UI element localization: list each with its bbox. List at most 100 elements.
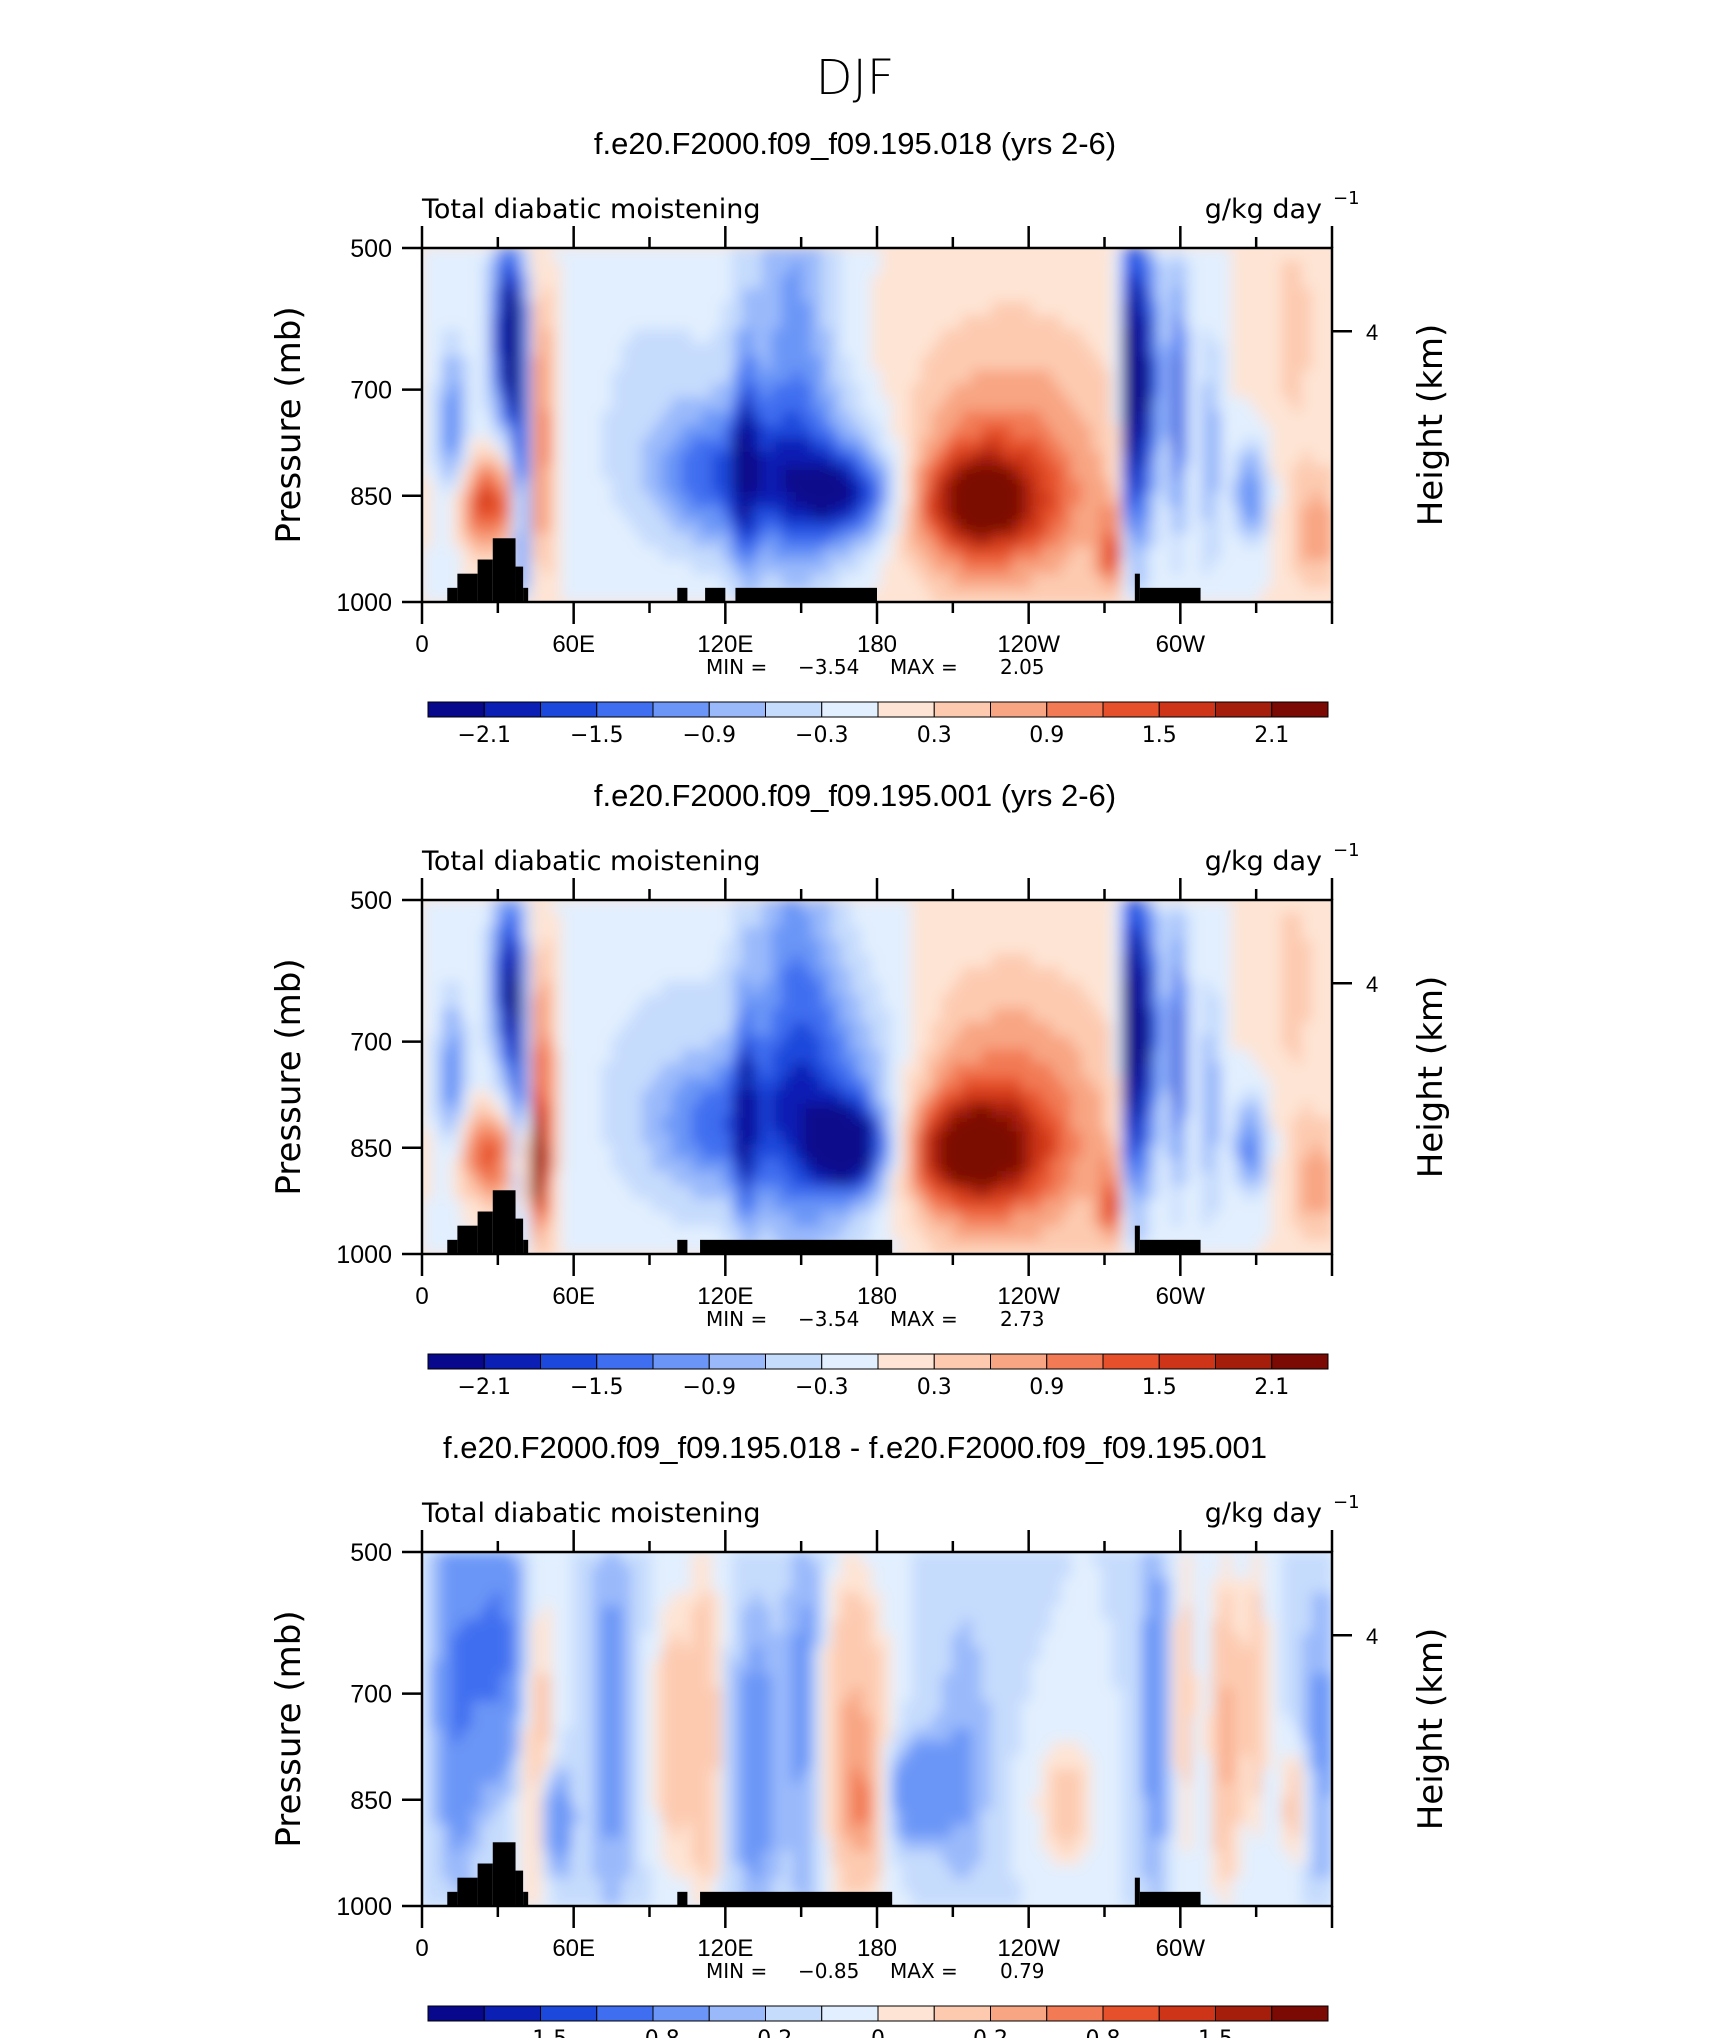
field-cell (1101, 438, 1113, 453)
field-cell (1121, 560, 1133, 576)
field-cell (641, 900, 653, 915)
field-cell (561, 1062, 573, 1078)
field-cell (471, 519, 483, 535)
field-cell (621, 547, 633, 562)
field-cell (431, 1891, 443, 1906)
field-cell (671, 953, 683, 969)
field-cell (431, 1796, 443, 1812)
field-cell (1121, 1185, 1133, 1201)
field-cell (1321, 356, 1332, 372)
field-cell (1151, 1199, 1163, 1214)
field-cell (1171, 329, 1183, 344)
field-cell (481, 356, 493, 372)
field-cell (1011, 492, 1023, 508)
field-cell (1051, 574, 1063, 589)
field-cell (611, 533, 623, 549)
field-cell (641, 913, 653, 928)
field-cell (761, 1144, 773, 1160)
field-cell (991, 465, 1003, 480)
field-cell (611, 438, 623, 453)
colorbar-label: −2.1 (458, 1375, 511, 1400)
field-cell (1001, 1171, 1013, 1187)
field-cell (1281, 1158, 1293, 1173)
field-cell (1051, 288, 1063, 303)
field-cell (1251, 383, 1263, 399)
field-cell (821, 492, 833, 508)
field-cell (571, 1226, 583, 1241)
field-cell (1271, 1062, 1283, 1078)
field-cell (721, 465, 733, 480)
field-cell (741, 981, 753, 996)
field-cell (481, 1158, 493, 1173)
x-tick-label: 60E (552, 631, 595, 658)
field-cell (451, 506, 463, 521)
field-cell (1301, 994, 1313, 1010)
field-cell (1201, 315, 1213, 331)
field-cell (961, 1090, 973, 1105)
field-cell (881, 1035, 893, 1051)
field-cell (1211, 248, 1223, 263)
max-label: MAX = (890, 655, 958, 679)
field-cell (861, 547, 873, 562)
field-cell (961, 465, 973, 480)
field-cell (501, 1158, 513, 1173)
field-cell (601, 1185, 613, 1201)
field-cell (861, 1076, 873, 1092)
field-cell (1251, 397, 1263, 412)
field-cell (441, 1103, 453, 1119)
field-cell (781, 492, 793, 508)
field-cell (571, 967, 583, 983)
field-cell (921, 465, 933, 480)
field-cell (1091, 492, 1103, 508)
field-cell (422, 370, 433, 385)
field-cell (451, 1130, 463, 1146)
field-cell (581, 1199, 593, 1214)
field-cell (721, 274, 733, 290)
field-cell (531, 519, 543, 535)
field-cell (571, 274, 583, 290)
field-cell (801, 315, 813, 331)
field-cell (581, 1144, 593, 1160)
field-cell (1031, 1239, 1043, 1254)
field-cell (451, 465, 463, 480)
field-cell (671, 315, 683, 331)
field-cell (651, 1171, 663, 1187)
field-cell (591, 383, 603, 399)
field-cell (1271, 315, 1283, 331)
colorbar-label: −2.1 (458, 723, 511, 748)
field-cell (1271, 465, 1283, 480)
field-cell (431, 1158, 443, 1173)
field-cell (461, 1130, 473, 1146)
field-cell (611, 1239, 623, 1254)
field-cell (1251, 1035, 1263, 1051)
field-cell (811, 478, 823, 494)
field-cell (1221, 587, 1233, 602)
field-cell (1011, 370, 1023, 385)
field-cell (581, 383, 593, 399)
field-cell (641, 1076, 653, 1092)
field-cell (841, 478, 853, 494)
field-cell (591, 519, 603, 535)
field-cell (761, 1008, 773, 1024)
field-cell (521, 1185, 533, 1201)
field-cell (1271, 451, 1283, 467)
field-cell (711, 1226, 723, 1241)
field-cell (1191, 1035, 1203, 1051)
field-cell (941, 1212, 953, 1228)
field-cell (611, 1049, 623, 1064)
field-cell (1171, 560, 1183, 576)
panel-1: f.e20.F2000.f09_f09.195.018 (yrs 2-6)Tot… (269, 126, 1451, 748)
field-cell (1131, 1049, 1143, 1064)
field-cell (471, 1171, 483, 1187)
field-cell (901, 315, 913, 331)
field-cell (1181, 967, 1193, 983)
field-cell (1201, 940, 1213, 955)
field-cell (1011, 1117, 1023, 1132)
field-cell (771, 492, 783, 508)
field-cell (851, 329, 863, 344)
field-cell (621, 1239, 633, 1254)
field-cell (1061, 1226, 1073, 1241)
field-cell (761, 560, 773, 576)
field-cell (422, 533, 433, 549)
field-cell (831, 1144, 843, 1160)
